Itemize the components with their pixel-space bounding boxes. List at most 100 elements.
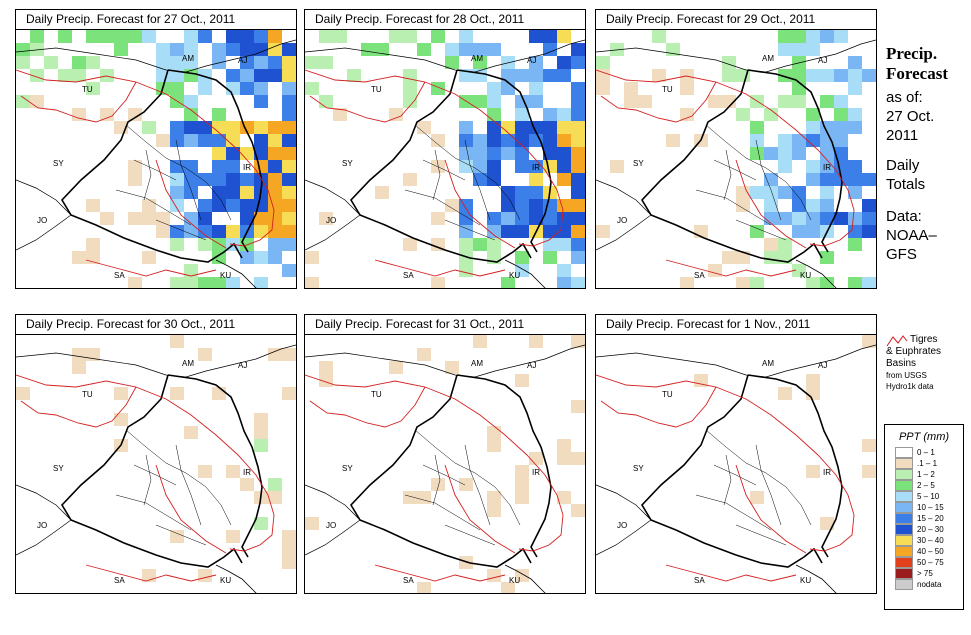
- precip-cell: [792, 30, 806, 43]
- precip-cell: [848, 69, 862, 82]
- precip-cell: [142, 121, 156, 134]
- country-label-jo: JO: [37, 521, 47, 530]
- precip-cell: [848, 186, 862, 199]
- precip-cell: [254, 277, 268, 288]
- precip-cell: [184, 56, 198, 69]
- legend-item: 50 – 75: [885, 557, 963, 568]
- legend-label: 15 – 20: [917, 514, 944, 523]
- precip-cell: [254, 82, 268, 95]
- country-label-sa: SA: [114, 271, 125, 280]
- precip-cell: [834, 121, 848, 134]
- precip-cell: [16, 43, 30, 56]
- precip-cell: [226, 530, 240, 543]
- precip-cell: [170, 56, 184, 69]
- precip-cell: [834, 108, 848, 121]
- jordan-border: [16, 179, 72, 251]
- precip-cell: [282, 530, 296, 543]
- precip-cell: [848, 225, 862, 238]
- heading-line-1: Precip.: [886, 44, 938, 63]
- precip-cell: [459, 478, 473, 491]
- precip-cell: [820, 69, 834, 82]
- country-label-aj: AJ: [818, 361, 827, 370]
- forecast-panel: Daily Precip. Forecast for 31 Oct., 2011…: [304, 314, 586, 594]
- precip-cell: [282, 238, 296, 251]
- precip-cell: [268, 121, 282, 134]
- country-label-aj: AJ: [238, 56, 247, 65]
- precip-cell: [557, 69, 571, 82]
- precip-cell: [778, 238, 792, 251]
- precip-cell: [184, 30, 198, 43]
- precip-cell: [403, 238, 417, 251]
- basin-line-icon: [886, 335, 908, 347]
- precip-cell: [268, 238, 282, 251]
- precip-cell: [212, 199, 226, 212]
- precip-cell: [515, 225, 529, 238]
- precip-cell: [212, 108, 226, 121]
- precip-cell: [543, 134, 557, 147]
- precip-cell: [557, 56, 571, 69]
- precip-cell: [792, 43, 806, 56]
- country-label-sy: SY: [53, 464, 64, 473]
- precip-cell: [557, 121, 571, 134]
- precip-cell: [571, 251, 585, 264]
- precip-cell: [750, 134, 764, 147]
- precip-cell: [571, 335, 585, 348]
- map-boundaries: AM AJ TU SY IR JO SA KU: [16, 344, 296, 593]
- precip-cell: [254, 30, 268, 43]
- saudi-iraq-border: [650, 519, 823, 568]
- precip-cell: [515, 134, 529, 147]
- precip-cell: [557, 491, 571, 504]
- precip-cell: [487, 82, 501, 95]
- country-label-sy: SY: [633, 159, 644, 168]
- precip-cell: [834, 30, 848, 43]
- precip-cell: [459, 30, 473, 43]
- precip-cell: [254, 517, 268, 530]
- legend-label: .1 – 1: [917, 459, 938, 468]
- precip-cell: [333, 30, 347, 43]
- legend-swatch: [895, 513, 913, 524]
- precip-cell: [254, 95, 268, 108]
- precip-cell: [254, 413, 268, 426]
- syria-iraq-border: [350, 69, 458, 216]
- precip-cell: [473, 56, 487, 69]
- country-label-ku: KU: [220, 271, 231, 280]
- precip-cell: [198, 199, 212, 212]
- turkey-border: [305, 344, 585, 378]
- syria-iraq-border: [61, 374, 169, 521]
- precip-cell: [198, 173, 212, 186]
- jordan-border: [596, 179, 652, 251]
- precip-cell: [142, 30, 156, 43]
- precip-cell: [305, 56, 319, 69]
- country-label-jo: JO: [326, 216, 336, 225]
- province-borders: [404, 429, 521, 546]
- precip-map: AM AJ TU SY IR JO SA KU: [305, 335, 585, 593]
- precip-cell: [403, 491, 417, 504]
- precip-cell: [282, 43, 296, 56]
- precip-cell: [778, 387, 792, 400]
- country-label-aj: AJ: [527, 361, 536, 370]
- precip-cell: [806, 134, 820, 147]
- precip-cell: [806, 173, 820, 186]
- precip-cell: [254, 134, 268, 147]
- precip-cell: [736, 251, 750, 264]
- precip-cell: [282, 186, 296, 199]
- asof-label: as of:: [886, 89, 923, 106]
- iran-iraq-border: [456, 374, 552, 558]
- forecast-panel: Daily Precip. Forecast for 29 Oct., 2011…: [595, 9, 877, 289]
- province-borders: [695, 124, 812, 241]
- precip-cell: [862, 225, 876, 238]
- country-label-aj: AJ: [238, 361, 247, 370]
- precip-cell: [282, 199, 296, 212]
- map-boundaries: AM AJ TU SY IR JO SA KU: [305, 39, 585, 288]
- precip-cell: [557, 30, 571, 43]
- precip-cell: [431, 134, 445, 147]
- precip-cell: [487, 173, 501, 186]
- legend-swatch: [895, 502, 913, 513]
- precip-cell: [268, 348, 282, 361]
- country-label-ir: IR: [243, 163, 251, 172]
- precip-cell: [16, 95, 30, 108]
- legend-swatch: [895, 458, 913, 469]
- precip-cell: [596, 225, 610, 238]
- country-label-ir: IR: [243, 468, 251, 477]
- precip-cell: [268, 30, 282, 43]
